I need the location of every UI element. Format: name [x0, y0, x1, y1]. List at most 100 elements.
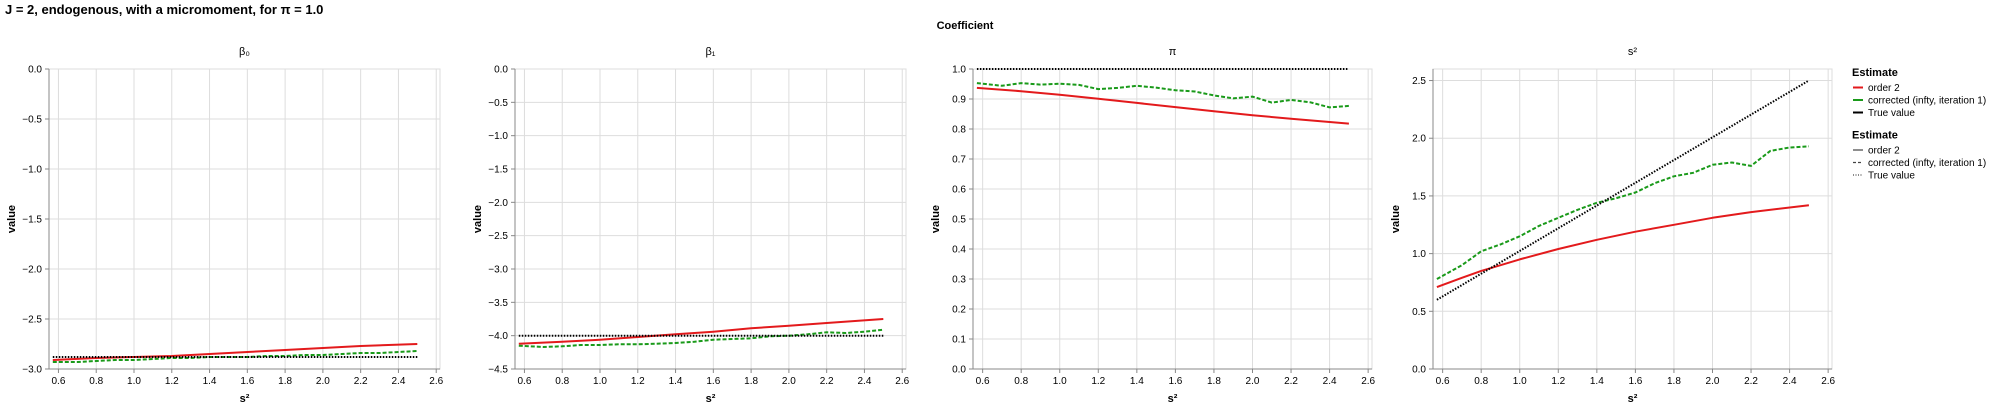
y-tick-label: −3.5	[488, 298, 508, 309]
y-tick-label: 2.5	[1412, 76, 1426, 87]
y-tick-label: −0.5	[488, 98, 508, 109]
y-tick-label: −2.5	[488, 231, 508, 242]
x-tick-label: 2.0	[1706, 376, 1720, 387]
y-tick-label: −2.5	[22, 315, 42, 326]
y-axis-title: value	[930, 205, 942, 233]
panel-title: β₁	[705, 46, 715, 58]
x-tick-label: 2.4	[857, 376, 871, 387]
x-tick-label: 2.6	[429, 376, 443, 387]
x-tick-label: 2.4	[1783, 376, 1797, 387]
x-tick-label: 1.8	[744, 376, 758, 387]
x-tick-label: 0.6	[517, 376, 531, 387]
y-tick-label: 0.8	[952, 125, 966, 136]
y-tick-label: 0.9	[952, 95, 966, 106]
plot-frame	[514, 68, 907, 370]
y-tick-label: 0.7	[952, 155, 966, 166]
y-tick-label: 0.3	[952, 275, 966, 286]
plot-frame	[1432, 68, 1833, 370]
x-tick-label: 2.6	[1821, 376, 1835, 387]
chart-title: J = 2, endogenous, with a micromoment, f…	[5, 2, 324, 17]
legend-title: Estimate	[1852, 130, 1898, 142]
x-tick-label: 1.6	[1168, 376, 1182, 387]
legend-label: True value	[1868, 171, 1915, 182]
x-tick-label: 1.4	[1130, 376, 1144, 387]
y-tick-label: −1.0	[488, 131, 508, 142]
y-tick-label: −2.0	[22, 265, 42, 276]
y-tick-label: 0.5	[952, 215, 966, 226]
legend-label: order 2	[1868, 146, 1900, 157]
legend-label: corrected (infty, iteration 1)	[1868, 96, 1986, 107]
legend-label: corrected (infty, iteration 1)	[1868, 158, 1986, 169]
y-tick-label: −4.0	[488, 331, 508, 342]
panel-title: s²	[1628, 46, 1638, 58]
series-line-order-2	[1436, 204, 1810, 289]
x-tick-label: 0.8	[1014, 376, 1028, 387]
x-tick-label: 0.6	[976, 376, 990, 387]
legend-1: Estimate order 2 corrected (infty, iterati…	[1852, 67, 1986, 119]
x-tick-label: 2.6	[895, 376, 909, 387]
x-tick-label: 1.0	[593, 376, 607, 387]
x-axis-title: s²	[1168, 393, 1178, 405]
series-line-corrected	[1436, 145, 1809, 280]
series-line-order-2	[52, 343, 418, 361]
series-line-corrected	[976, 82, 1349, 109]
y-tick-label: 1.5	[1412, 191, 1426, 202]
y-tick-label: 0.0	[952, 365, 966, 376]
y-axis-title: value	[6, 205, 18, 233]
y-tick-label: 0.0	[1412, 365, 1426, 376]
x-tick-label: 1.6	[240, 376, 254, 387]
y-tick-label: −3.0	[488, 265, 508, 276]
x-tick-label: 0.6	[51, 376, 65, 387]
y-tick-label: 0.0	[494, 65, 508, 76]
x-axis-title: s²	[706, 393, 716, 405]
series-line-order-2	[976, 86, 1349, 125]
x-tick-label: 2.4	[1323, 376, 1337, 387]
x-tick-label: 2.4	[391, 376, 405, 387]
x-tick-label: 1.0	[1513, 376, 1527, 387]
x-tick-label: 1.4	[669, 376, 683, 387]
x-tick-label: 0.8	[89, 376, 103, 387]
y-tick-label: 0.5	[1412, 307, 1426, 318]
y-tick-label: 0.6	[952, 185, 966, 196]
x-tick-label: 1.2	[165, 376, 179, 387]
panel-2: 0.6 0.8 1.0 1.2 1.4 1.6 1.8 2.0 2.2 2.4 2.6 0.0 −0.5…	[472, 46, 910, 405]
x-tick-label: 2.0	[782, 376, 796, 387]
x-tick-label: 0.6	[1436, 376, 1450, 387]
legend-title: Estimate	[1852, 67, 1898, 79]
legend-label: True value	[1868, 108, 1915, 119]
x-axis-title: s²	[1628, 393, 1638, 405]
x-tick-label: 1.4	[1590, 376, 1604, 387]
x-tick-label: 1.8	[1667, 376, 1681, 387]
x-tick-label: 1.2	[1551, 376, 1565, 387]
series-line-order-2	[518, 318, 884, 345]
panel-4: 0.6 0.8 1.0 1.2 1.4 1.6 1.8 2.0 2.2 2.4 2.6 2.5 2.0 1…	[1390, 46, 1836, 405]
y-tick-label: 2.0	[1412, 134, 1426, 145]
y-tick-label: −0.5	[22, 115, 42, 126]
y-tick-label: 1.0	[1412, 249, 1426, 260]
x-tick-label: 1.8	[1207, 376, 1221, 387]
y-tick-label: −1.5	[488, 165, 508, 176]
y-tick-label: −1.0	[22, 165, 42, 176]
x-tick-label: 2.6	[1361, 376, 1375, 387]
y-tick-label: 0.4	[952, 245, 966, 256]
y-tick-label: 0.1	[952, 335, 966, 346]
panel-title: β₀	[239, 46, 250, 58]
x-tick-label: 2.0	[316, 376, 330, 387]
x-axis-title: s²	[240, 393, 250, 405]
y-axis-title: value	[1390, 205, 1402, 233]
x-tick-label: 2.2	[1744, 376, 1758, 387]
x-tick-label: 1.8	[278, 376, 292, 387]
x-tick-label: 0.8	[555, 376, 569, 387]
x-tick-label: 2.2	[354, 376, 368, 387]
y-tick-label: −2.0	[488, 198, 508, 209]
x-tick-label: 2.0	[1246, 376, 1260, 387]
y-tick-label: −4.5	[488, 365, 508, 376]
panel-title: π	[1169, 46, 1177, 58]
x-tick-label: 2.2	[820, 376, 834, 387]
x-tick-label: 1.2	[1091, 376, 1105, 387]
y-tick-label: 0.0	[28, 65, 42, 76]
x-tick-label: 1.6	[1628, 376, 1642, 387]
x-tick-label: 0.8	[1474, 376, 1488, 387]
